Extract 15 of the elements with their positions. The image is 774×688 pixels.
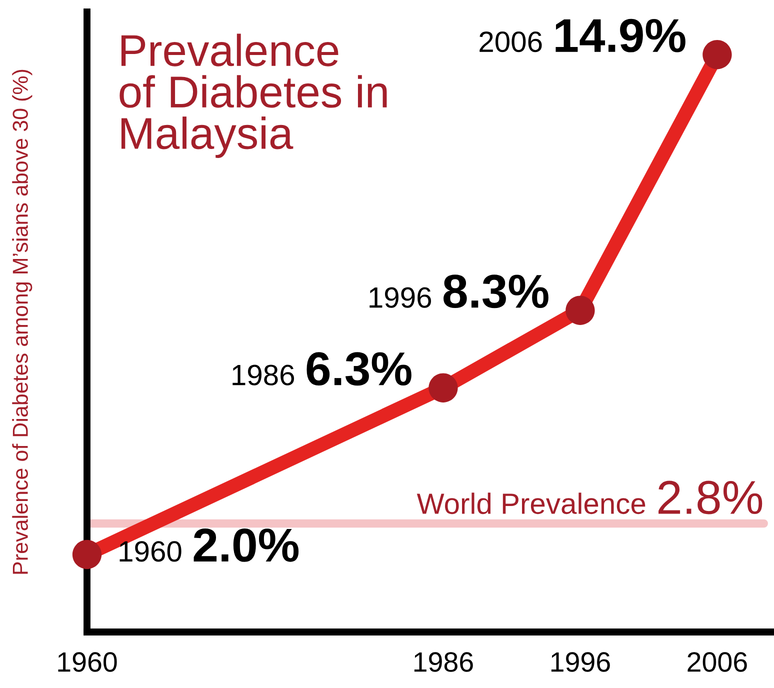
text: Prevalence of Diabetes in Malaysia xyxy=(120,34,387,158)
point xyxy=(428,373,458,402)
data-label: 1960 2.0% xyxy=(120,528,299,562)
x-tick-label: 2006 xyxy=(688,652,747,672)
point xyxy=(72,540,102,570)
point xyxy=(566,296,595,325)
x-tick-label: 1996 xyxy=(551,652,610,672)
x-tick-label: 1986 xyxy=(414,652,473,672)
point xyxy=(702,40,732,70)
data-label: 1986 6.3% xyxy=(232,352,412,386)
ref-line-label: World Prevalence 2.8% xyxy=(416,480,762,514)
y-axis-title: Prevalence of Diabetes among M’sians above 30 (%) xyxy=(12,70,32,574)
data-label: 1996 8.3% xyxy=(370,274,548,308)
data-label: 2006 14.9% xyxy=(480,18,686,52)
x-tick-label: 1960 xyxy=(58,652,117,672)
